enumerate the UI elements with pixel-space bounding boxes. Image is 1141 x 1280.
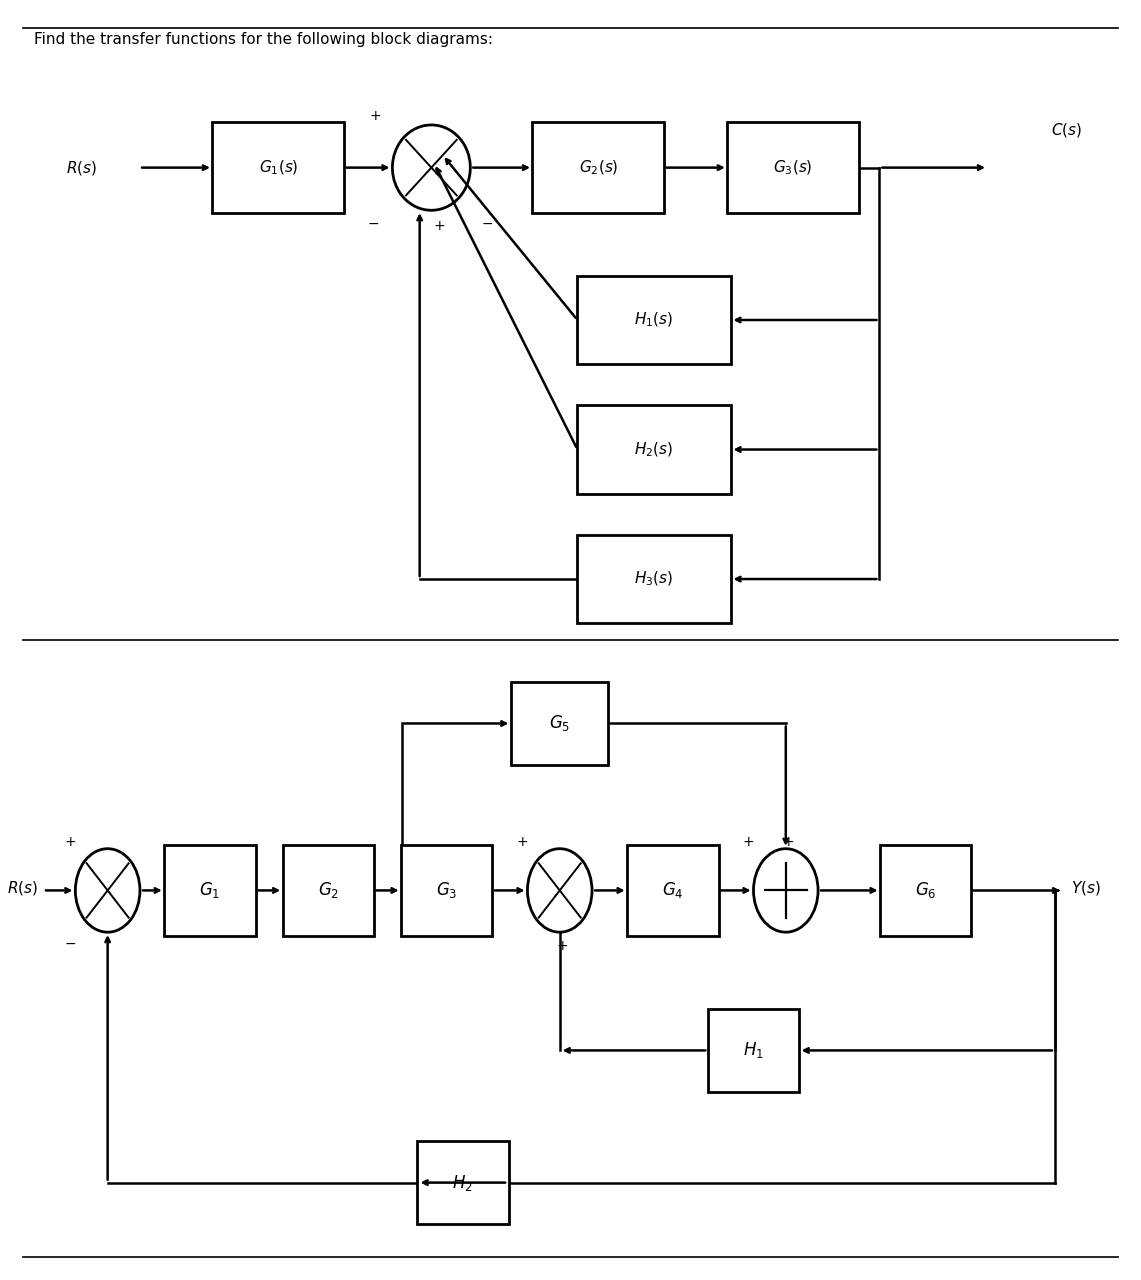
- Bar: [577, 275, 730, 365]
- Text: $G_3(s)$: $G_3(s)$: [774, 159, 812, 177]
- Text: +: +: [64, 835, 75, 849]
- Text: $H_1$: $H_1$: [743, 1041, 764, 1060]
- Text: $H_3(s)$: $H_3(s)$: [634, 570, 673, 589]
- Bar: [400, 845, 493, 936]
- Bar: [628, 845, 719, 936]
- Text: $-$: $-$: [482, 215, 493, 229]
- Bar: [418, 1140, 509, 1225]
- Bar: [511, 682, 608, 765]
- Circle shape: [75, 849, 140, 932]
- Bar: [164, 845, 256, 936]
- Text: $H_1(s)$: $H_1(s)$: [634, 311, 673, 329]
- Bar: [727, 122, 859, 214]
- Text: $C(s)$: $C(s)$: [1051, 120, 1082, 138]
- Bar: [283, 845, 374, 936]
- Circle shape: [393, 125, 470, 210]
- Circle shape: [527, 849, 592, 932]
- Bar: [212, 122, 345, 214]
- Text: $-$: $-$: [64, 936, 76, 950]
- Text: $G_1$: $G_1$: [200, 881, 220, 900]
- Text: $Y(s)$: $Y(s)$: [1071, 878, 1101, 897]
- Text: +: +: [516, 835, 528, 849]
- Text: +: +: [370, 109, 381, 123]
- Text: $-$: $-$: [367, 215, 379, 229]
- Text: $G_2$: $G_2$: [317, 881, 339, 900]
- Text: $H_2$: $H_2$: [453, 1172, 474, 1193]
- Circle shape: [753, 849, 818, 932]
- Text: $G_5$: $G_5$: [549, 713, 570, 733]
- Text: $R(s)$: $R(s)$: [7, 878, 38, 897]
- Text: +: +: [743, 835, 754, 849]
- Text: $G_4$: $G_4$: [662, 881, 683, 900]
- Text: +: +: [556, 940, 568, 954]
- Text: Find the transfer functions for the following block diagrams:: Find the transfer functions for the foll…: [34, 32, 493, 47]
- Bar: [707, 1009, 799, 1092]
- Text: $R(s)$: $R(s)$: [66, 159, 97, 177]
- Text: $G_6$: $G_6$: [915, 881, 937, 900]
- Bar: [577, 406, 730, 494]
- Bar: [532, 122, 664, 214]
- Bar: [880, 845, 971, 936]
- Text: +: +: [434, 219, 445, 233]
- Text: $G_1(s)$: $G_1(s)$: [259, 159, 298, 177]
- Text: $H_2(s)$: $H_2(s)$: [634, 440, 673, 458]
- Bar: [577, 535, 730, 623]
- Text: +: +: [782, 835, 794, 849]
- Text: $G_2(s)$: $G_2(s)$: [578, 159, 618, 177]
- Text: $G_3$: $G_3$: [436, 881, 458, 900]
